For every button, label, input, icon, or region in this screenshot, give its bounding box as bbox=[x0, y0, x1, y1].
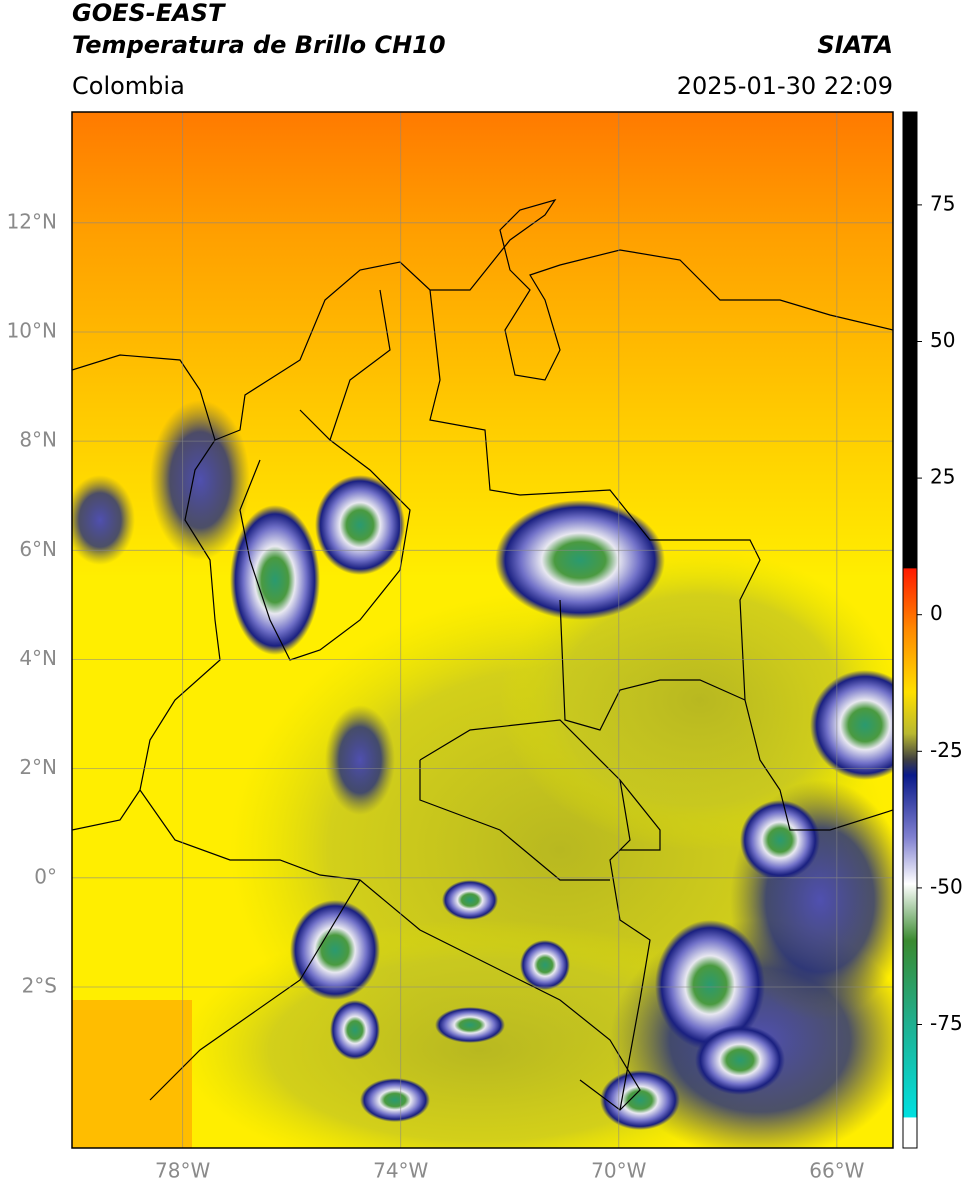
lon-tick-label: 66°W bbox=[809, 1159, 864, 1183]
colorbar-tick-label: -50 bbox=[930, 874, 963, 898]
colorbar bbox=[902, 111, 918, 1149]
lat-tick-label: 4°N bbox=[19, 646, 57, 670]
lat-tick-label: 10°N bbox=[7, 318, 57, 342]
lon-tick-label: 70°W bbox=[591, 1159, 646, 1183]
lat-tick-label: 2°S bbox=[22, 973, 57, 997]
map-image bbox=[72, 112, 893, 1148]
colorbar-tick-label: 50 bbox=[930, 328, 955, 352]
lat-tick-label: 0° bbox=[34, 864, 57, 888]
colorbar-tick-label: -25 bbox=[930, 738, 963, 762]
lon-tick-label: 74°W bbox=[373, 1159, 428, 1183]
lat-tick-label: 2°N bbox=[19, 755, 57, 779]
colorbar-tick-label: 25 bbox=[930, 465, 955, 489]
lat-tick-label: 8°N bbox=[19, 428, 57, 452]
region: Colombia bbox=[72, 72, 185, 100]
product-title: Temperatura de Brillo CH10 bbox=[72, 31, 446, 59]
lat-tick-label: 12°N bbox=[7, 209, 57, 233]
satellite-title: GOES-EAST bbox=[72, 0, 226, 27]
colorbar-tick-label: 0 bbox=[930, 601, 943, 625]
grid bbox=[72, 112, 893, 1148]
colorbar-tick-label: 75 bbox=[930, 191, 955, 215]
datetime: 2025-01-30 22:09 bbox=[677, 72, 893, 100]
lon-tick-label: 78°W bbox=[155, 1159, 210, 1183]
colorbar-tick-label: -75 bbox=[930, 1011, 963, 1035]
agency: SIATA bbox=[817, 31, 893, 59]
lat-tick-label: 6°N bbox=[19, 537, 57, 561]
map-frame bbox=[71, 111, 894, 1149]
